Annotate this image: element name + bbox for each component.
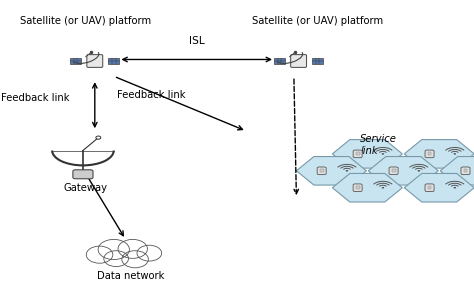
Bar xyxy=(320,169,324,172)
Circle shape xyxy=(104,251,128,267)
Circle shape xyxy=(118,239,147,258)
Bar xyxy=(356,186,360,189)
Text: Satellite (or UAV) platform: Satellite (or UAV) platform xyxy=(252,16,383,26)
Polygon shape xyxy=(404,174,474,202)
Text: Data network: Data network xyxy=(97,271,164,281)
FancyBboxPatch shape xyxy=(425,184,434,192)
Polygon shape xyxy=(440,156,474,185)
Bar xyxy=(428,152,431,155)
Polygon shape xyxy=(404,140,474,168)
FancyBboxPatch shape xyxy=(461,167,470,174)
FancyBboxPatch shape xyxy=(87,55,103,67)
FancyBboxPatch shape xyxy=(291,55,307,67)
Polygon shape xyxy=(368,156,438,185)
Circle shape xyxy=(96,136,101,139)
Bar xyxy=(312,58,323,64)
Circle shape xyxy=(454,187,456,188)
Bar xyxy=(109,58,119,64)
Bar xyxy=(274,58,285,64)
FancyBboxPatch shape xyxy=(389,167,398,174)
Bar xyxy=(392,169,395,172)
Circle shape xyxy=(98,239,129,260)
Bar xyxy=(356,152,360,155)
Circle shape xyxy=(122,251,148,268)
Bar xyxy=(464,169,467,172)
Text: Service
link: Service link xyxy=(360,134,397,156)
FancyBboxPatch shape xyxy=(73,170,93,179)
Circle shape xyxy=(382,153,384,155)
Bar xyxy=(428,186,431,189)
FancyBboxPatch shape xyxy=(353,150,362,158)
Text: Feedback link: Feedback link xyxy=(118,90,186,99)
Circle shape xyxy=(137,245,162,261)
Circle shape xyxy=(454,153,456,155)
Circle shape xyxy=(382,187,384,188)
Circle shape xyxy=(346,170,348,172)
Bar xyxy=(70,58,81,64)
Text: Satellite (or UAV) platform: Satellite (or UAV) platform xyxy=(20,16,151,26)
Text: ISL: ISL xyxy=(189,36,205,46)
Circle shape xyxy=(418,170,420,172)
Text: Gateway: Gateway xyxy=(64,183,107,192)
FancyBboxPatch shape xyxy=(425,150,434,158)
FancyBboxPatch shape xyxy=(353,184,362,192)
Polygon shape xyxy=(296,156,366,185)
Polygon shape xyxy=(332,140,402,168)
Circle shape xyxy=(86,246,113,263)
Text: Feedback link: Feedback link xyxy=(1,93,70,102)
FancyBboxPatch shape xyxy=(317,167,326,174)
Polygon shape xyxy=(332,174,402,202)
